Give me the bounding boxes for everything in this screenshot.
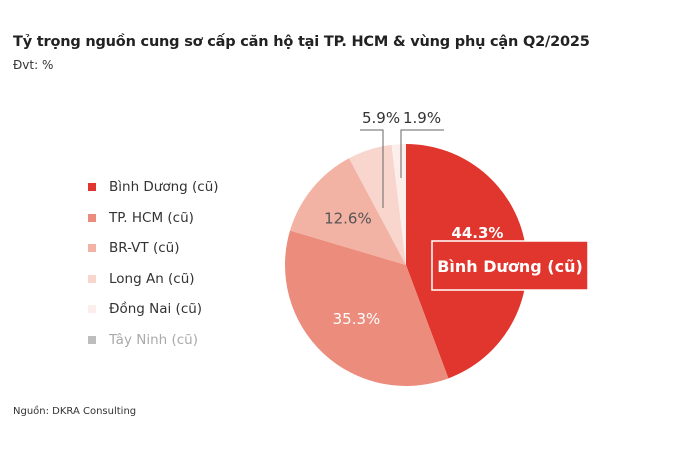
legend: Bình Dương (cũ) TP. HCM (cũ) BR-VT (cũ) Lon…	[88, 172, 219, 355]
legend-label: BR-VT (cũ)	[109, 240, 180, 257]
legend-label: Long An (cũ)	[109, 270, 195, 287]
data-label: 44.3%	[451, 224, 503, 242]
legend-label: Đồng Nai (cũ)	[109, 301, 203, 318]
unit-label: Đvt: %	[13, 58, 54, 72]
legend-label: Tây Ninh (cũ)	[109, 331, 198, 348]
leader-line	[400, 129, 444, 178]
data-label: 12.6%	[324, 210, 372, 228]
legend-swatch	[88, 305, 96, 314]
legend-swatch	[88, 335, 96, 344]
legend-label: Bình Dương (cũ)	[109, 179, 219, 196]
chart-title: Tỷ trọng nguồn cung sơ cấp căn hộ tại TP…	[13, 34, 590, 50]
legend-item: Đồng Nai (cũ)	[88, 294, 219, 325]
pie-slice	[290, 158, 406, 265]
legend-item: Tây Ninh (cũ)	[88, 325, 219, 356]
legend-swatch	[88, 244, 96, 253]
data-label: 5.9%	[362, 109, 400, 127]
legend-swatch	[88, 274, 96, 283]
leader-line	[360, 129, 384, 208]
data-label: 1.9%	[403, 109, 441, 127]
pie-slice	[284, 230, 449, 386]
pie-slice	[349, 144, 406, 265]
callout-box	[431, 240, 589, 291]
callout-label: Bình Dương (cũ)	[437, 257, 583, 276]
legend-swatch	[88, 183, 96, 192]
legend-swatch	[88, 213, 96, 222]
legend-item: BR-VT (cũ)	[88, 233, 219, 264]
pie-slice	[391, 144, 406, 265]
data-label: 35.3%	[333, 310, 381, 328]
legend-item: Bình Dương (cũ)	[88, 172, 219, 203]
legend-item: TP. HCM (cũ)	[88, 203, 219, 234]
source-note: Nguồn: DKRA Consulting	[13, 406, 137, 417]
legend-label: TP. HCM (cũ)	[109, 209, 194, 226]
legend-item: Long An (cũ)	[88, 264, 219, 295]
